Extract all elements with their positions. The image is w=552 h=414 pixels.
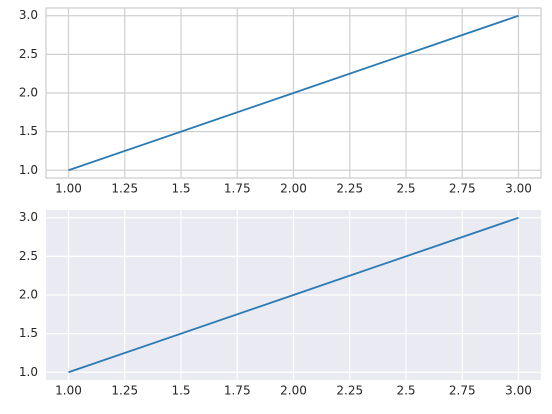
x-tick-label: 2.75 bbox=[449, 384, 476, 398]
y-tick-label: 3.0 bbox=[19, 8, 38, 22]
x-tick-label: 3.00 bbox=[505, 182, 532, 196]
y-tick-label: 2.0 bbox=[19, 288, 38, 302]
x-tick-label: 2.00 bbox=[280, 182, 307, 196]
y-tick-label: 1.0 bbox=[19, 163, 38, 177]
y-tick-label: 1.0 bbox=[19, 365, 38, 379]
x-tick-label: 1.5 bbox=[171, 182, 190, 196]
y-tick-label: 1.5 bbox=[19, 124, 38, 138]
x-tick-label: 1.00 bbox=[55, 384, 82, 398]
x-tick-label: 3.00 bbox=[505, 384, 532, 398]
x-tick-label: 2.5 bbox=[396, 182, 415, 196]
x-tick-label: 1.25 bbox=[111, 384, 138, 398]
x-tick-label: 2.5 bbox=[396, 384, 415, 398]
x-tick-label: 2.25 bbox=[336, 384, 363, 398]
x-tick-label: 1.75 bbox=[224, 182, 251, 196]
y-tick-label: 2.0 bbox=[19, 86, 38, 100]
x-tick-label: 1.75 bbox=[224, 384, 251, 398]
x-tick-label: 1.25 bbox=[111, 182, 138, 196]
y-tick-label: 1.5 bbox=[19, 326, 38, 340]
y-tick-label: 3.0 bbox=[19, 210, 38, 224]
line bbox=[68, 14, 519, 172]
y-tick-label: 2.5 bbox=[19, 249, 38, 263]
frame bbox=[45, 7, 542, 179]
x-tick-label: 2.75 bbox=[449, 182, 476, 196]
x-tick-label: 2.25 bbox=[336, 182, 363, 196]
y-tick-label: 2.5 bbox=[19, 47, 38, 61]
x-tick-label: 1.00 bbox=[55, 182, 82, 196]
x-tick-label: 2.00 bbox=[280, 384, 307, 398]
line bbox=[68, 216, 519, 374]
x-tick-label: 1.5 bbox=[171, 384, 190, 398]
